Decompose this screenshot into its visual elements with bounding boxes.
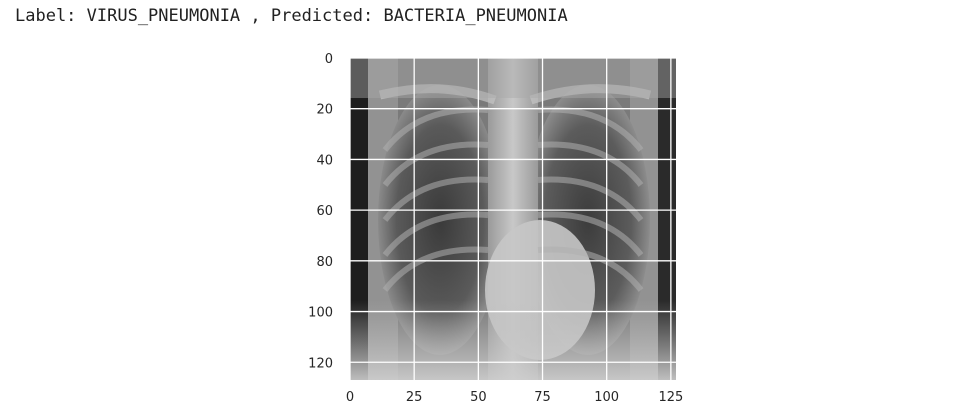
x-tick-label: 25 — [406, 390, 423, 405]
x-tick-label: 0 — [346, 390, 354, 405]
y-tick-label: 20 — [316, 103, 333, 118]
xray-image — [350, 58, 676, 380]
y-tick-label: 0 — [325, 52, 333, 67]
y-tick-label: 60 — [316, 204, 333, 219]
y-tick-label: 40 — [316, 153, 333, 168]
y-axis-ticks: 0 20 40 60 80 100 120 — [308, 52, 333, 371]
x-tick-label: 125 — [658, 390, 683, 405]
x-tick-label: 50 — [470, 390, 487, 405]
x-axis-ticks: 0 25 50 75 100 125 — [346, 390, 683, 405]
cell-output-caption: Label: VIRUS_PNEUMONIA , Predicted: BACT… — [15, 6, 568, 26]
y-tick-label: 120 — [308, 356, 333, 371]
grid-lines — [349, 57, 676, 380]
x-tick-label: 75 — [534, 390, 551, 405]
y-tick-label: 100 — [308, 306, 333, 321]
x-tick-label: 100 — [594, 390, 619, 405]
y-tick-label: 80 — [316, 255, 333, 270]
